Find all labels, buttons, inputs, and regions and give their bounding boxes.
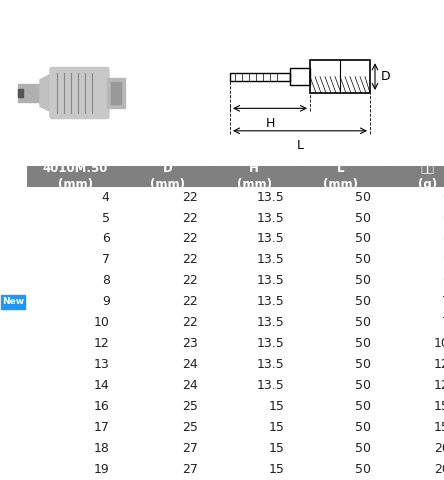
Text: 13.5: 13.5 <box>257 253 285 266</box>
Text: 120: 120 <box>434 379 444 392</box>
Text: D: D <box>381 70 391 83</box>
Text: H: H <box>266 117 275 130</box>
Polygon shape <box>40 73 52 112</box>
Text: 64: 64 <box>442 232 444 245</box>
Text: New: New <box>2 297 24 306</box>
Text: 27: 27 <box>182 442 198 455</box>
Text: 70: 70 <box>442 295 444 308</box>
Text: 14: 14 <box>94 379 110 392</box>
Text: 25: 25 <box>182 421 198 434</box>
Bar <box>107 78 125 108</box>
Bar <box>18 89 23 97</box>
Bar <box>18 84 40 102</box>
Text: 50: 50 <box>355 400 371 413</box>
Text: 50: 50 <box>355 295 371 308</box>
Text: 50: 50 <box>355 253 371 266</box>
Text: 13.5: 13.5 <box>257 295 285 308</box>
Text: 5: 5 <box>102 212 110 225</box>
Text: 50: 50 <box>355 232 371 245</box>
Text: H
(mm): H (mm) <box>237 162 272 191</box>
Text: 4: 4 <box>102 191 110 204</box>
Text: 200: 200 <box>434 442 444 455</box>
Text: 13.5: 13.5 <box>257 379 285 392</box>
Text: 15: 15 <box>269 442 285 455</box>
Text: 22: 22 <box>182 212 198 225</box>
Text: 50: 50 <box>355 337 371 350</box>
Text: 15: 15 <box>269 400 285 413</box>
Text: 17: 17 <box>94 421 110 434</box>
Bar <box>111 82 121 104</box>
Text: 200: 200 <box>434 463 444 476</box>
Bar <box>1 295 25 309</box>
Text: 19: 19 <box>94 463 110 476</box>
Text: 13.5: 13.5 <box>257 316 285 329</box>
Text: 重量
(g): 重量 (g) <box>418 162 437 191</box>
Text: 13.5: 13.5 <box>257 337 285 350</box>
Text: 61: 61 <box>442 191 444 204</box>
Bar <box>230 72 290 81</box>
Text: 150: 150 <box>434 421 444 434</box>
Text: 4010M.50
(mm): 4010M.50 (mm) <box>43 162 108 191</box>
Text: 25: 25 <box>182 400 198 413</box>
Bar <box>310 60 370 93</box>
Text: 13.5: 13.5 <box>257 212 285 225</box>
Text: 22: 22 <box>182 191 198 204</box>
Text: 50: 50 <box>355 463 371 476</box>
Text: L: L <box>297 139 304 152</box>
Text: 13: 13 <box>94 358 110 371</box>
Text: 16: 16 <box>94 400 110 413</box>
Text: 65: 65 <box>442 253 444 266</box>
Text: 120: 120 <box>434 358 444 371</box>
Text: 50: 50 <box>355 421 371 434</box>
Text: 12: 12 <box>94 337 110 350</box>
Text: 50: 50 <box>355 191 371 204</box>
Text: 7: 7 <box>102 253 110 266</box>
Text: 24: 24 <box>182 379 198 392</box>
Text: 15: 15 <box>269 463 285 476</box>
Text: 50: 50 <box>355 212 371 225</box>
Text: D
(mm): D (mm) <box>150 162 185 191</box>
Text: 13.5: 13.5 <box>257 358 285 371</box>
Text: 8: 8 <box>102 275 110 288</box>
Text: 18: 18 <box>94 442 110 455</box>
Text: 150: 150 <box>434 400 444 413</box>
Text: 50: 50 <box>355 275 371 288</box>
Text: 22: 22 <box>182 316 198 329</box>
Text: 75: 75 <box>442 316 444 329</box>
Text: 66: 66 <box>442 275 444 288</box>
Text: 22: 22 <box>182 232 198 245</box>
Text: 13.5: 13.5 <box>257 232 285 245</box>
Text: 13.5: 13.5 <box>257 275 285 288</box>
Text: 50: 50 <box>355 442 371 455</box>
Text: 50: 50 <box>355 358 371 371</box>
Text: 24: 24 <box>182 358 198 371</box>
Text: 22: 22 <box>182 253 198 266</box>
Text: 10: 10 <box>94 316 110 329</box>
Text: 62: 62 <box>442 212 444 225</box>
Text: 50: 50 <box>355 379 371 392</box>
Text: 9: 9 <box>102 295 110 308</box>
FancyBboxPatch shape <box>50 68 109 119</box>
Text: 105: 105 <box>434 337 444 350</box>
Text: 15: 15 <box>269 421 285 434</box>
Text: 13.5: 13.5 <box>257 191 285 204</box>
Text: 22: 22 <box>182 275 198 288</box>
Text: L
(mm): L (mm) <box>323 162 358 191</box>
Text: 50: 50 <box>355 316 371 329</box>
Text: 27: 27 <box>182 463 198 476</box>
Text: 6: 6 <box>102 232 110 245</box>
Text: 23: 23 <box>182 337 198 350</box>
Text: 22: 22 <box>182 295 198 308</box>
Bar <box>290 69 310 85</box>
